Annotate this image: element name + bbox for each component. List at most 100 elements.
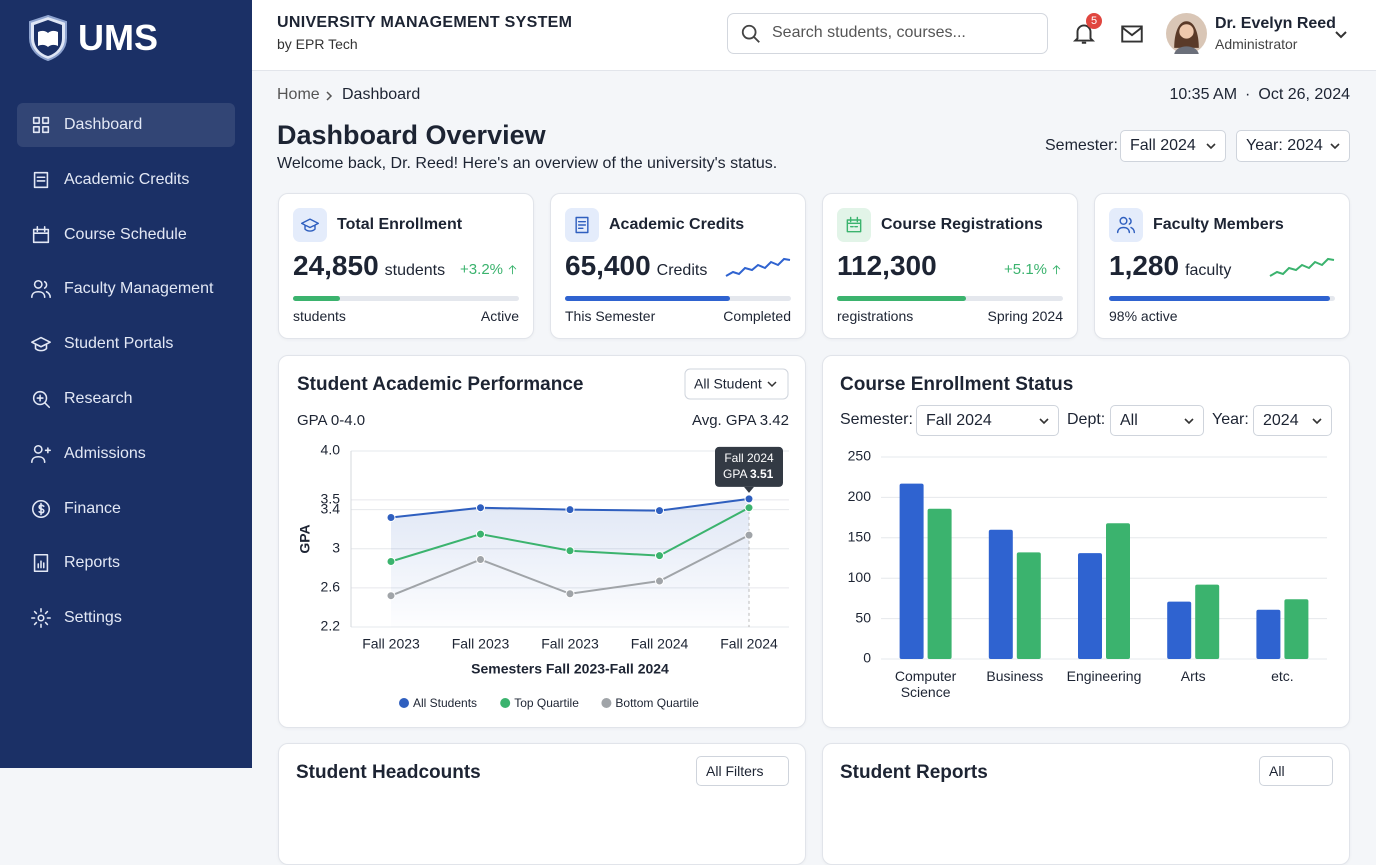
sparkline bbox=[725, 257, 791, 277]
stat-unit: Credits bbox=[656, 262, 708, 279]
data-point bbox=[744, 503, 754, 513]
tooltip-box bbox=[715, 446, 783, 487]
nav-item[interactable]: Academic Credits bbox=[17, 158, 235, 202]
nav-label: Finance bbox=[64, 499, 121, 517]
nav-item[interactable]: Research bbox=[17, 377, 235, 421]
nav-label: Research bbox=[64, 390, 133, 407]
legend-swatch bbox=[399, 698, 409, 708]
chevron-path bbox=[1335, 31, 1347, 39]
stat-card: Faculty Members 1,280 faculty 98% active bbox=[1094, 193, 1350, 339]
stat-title: Academic Credits bbox=[609, 216, 745, 233]
x-tick-label: Fall 2024 bbox=[720, 636, 778, 652]
bell-icon[interactable] bbox=[1071, 20, 1097, 46]
y-tick-label: 3.4 bbox=[321, 500, 341, 516]
icon-path bbox=[300, 218, 320, 232]
filter-select[interactable]: All bbox=[1259, 756, 1333, 786]
nav-item[interactable]: Reports bbox=[17, 541, 235, 585]
nav-label: Academic Credits bbox=[64, 170, 190, 188]
tooltip-label: GPA bbox=[723, 467, 747, 481]
filter-select[interactable]: 2024 bbox=[1253, 405, 1332, 436]
data-point bbox=[744, 494, 754, 504]
nav-icon bbox=[32, 499, 50, 518]
icon-path bbox=[32, 499, 50, 518]
nav-label: Dashboard bbox=[64, 116, 143, 133]
stat-footer-right: Completed bbox=[723, 308, 791, 324]
legend-label: All Students bbox=[413, 696, 477, 710]
x-tick-label: Fall 2023 bbox=[362, 636, 420, 652]
progress-track bbox=[565, 296, 791, 301]
breadcrumb-home[interactable]: Home bbox=[277, 86, 320, 103]
icon-path bbox=[508, 265, 517, 275]
year-select[interactable]: Year: 2024 bbox=[1236, 130, 1350, 162]
data-point bbox=[565, 546, 575, 556]
nav-item[interactable]: Student Portals bbox=[17, 322, 235, 366]
mail-icon[interactable] bbox=[1119, 21, 1145, 47]
y-tick-label: 250 bbox=[848, 448, 872, 464]
nav-item[interactable]: Admissions bbox=[17, 432, 235, 476]
chevron-path bbox=[1206, 143, 1216, 150]
stat-icon bbox=[575, 216, 589, 234]
data-point bbox=[655, 576, 664, 586]
y-tick-label: 3 bbox=[332, 539, 340, 555]
filter-select[interactable] bbox=[684, 368, 789, 400]
x-tick-label: etc. bbox=[1271, 668, 1294, 684]
icon-path bbox=[33, 171, 49, 188]
semester-select[interactable]: Fall 2024 bbox=[1120, 130, 1226, 162]
performance-card: Student Academic Performance All Student G… bbox=[278, 355, 806, 728]
y-tick-label: 50 bbox=[855, 609, 871, 625]
tooltip-title: Fall 2024 bbox=[724, 451, 774, 465]
x-tick-label: Fall 2023 bbox=[452, 636, 510, 652]
stat-footer-left: students bbox=[293, 308, 346, 324]
filter-value: All bbox=[1120, 411, 1138, 429]
filter-select[interactable]: Fall 2024 bbox=[916, 405, 1059, 436]
nav-icon bbox=[31, 336, 51, 352]
stat-value-row: 112,300 bbox=[837, 250, 937, 282]
sep-path bbox=[326, 91, 333, 101]
stat-icon-box bbox=[565, 208, 599, 242]
stat-change-row: +5.1% bbox=[1004, 261, 1063, 278]
nav-item[interactable]: Faculty Management bbox=[17, 267, 235, 311]
nav-item[interactable]: Finance bbox=[17, 487, 235, 531]
nav-item[interactable]: Dashboard bbox=[17, 103, 235, 147]
x-tick-wrap: Computer Science bbox=[895, 668, 956, 700]
enrollment-chart: Course Enrollment Status 0 50 100 150 200 250 C… bbox=[840, 374, 1327, 700]
progress-track bbox=[837, 296, 1063, 301]
filter-select[interactable]: All bbox=[1110, 405, 1204, 436]
semester-label: Semester: bbox=[1045, 137, 1118, 154]
x-tick-label: Business bbox=[986, 668, 1044, 684]
icon-path bbox=[32, 225, 50, 243]
nav-item[interactable]: Settings bbox=[17, 596, 235, 640]
data-point bbox=[476, 529, 485, 539]
nav-item[interactable]: Course Schedule bbox=[17, 213, 235, 257]
stat-title: Faculty Members bbox=[1153, 216, 1284, 233]
progress-fill bbox=[837, 296, 966, 301]
nav-icon bbox=[31, 280, 51, 299]
nav-label: Course Schedule bbox=[64, 225, 187, 243]
stat-footer-right: Spring 2024 bbox=[987, 308, 1063, 324]
legend-label: Top Quartile bbox=[514, 696, 579, 710]
search-box[interactable]: Search students, courses... bbox=[727, 13, 1048, 54]
user-role: Administrator bbox=[1215, 36, 1298, 52]
stat-icon-box bbox=[1109, 208, 1143, 242]
chart-subtitle: GPA 0-4.0 bbox=[297, 412, 365, 429]
filter-select[interactable]: All Filters bbox=[696, 756, 789, 786]
icon-path bbox=[846, 216, 862, 233]
y-tick-label: 0 bbox=[863, 650, 871, 666]
icon-path bbox=[32, 116, 50, 134]
bottom-card: Student Reports All bbox=[822, 743, 1350, 865]
user-menu-chevron[interactable] bbox=[1334, 27, 1348, 41]
stat-value-row: 1,280 faculty bbox=[1109, 250, 1231, 282]
nav-icon bbox=[33, 554, 49, 573]
page-subtitle: Welcome back, Dr. Reed! Here's an overvi… bbox=[277, 155, 778, 172]
stat-icon bbox=[300, 218, 320, 232]
filter-chevron bbox=[767, 381, 777, 388]
data-point bbox=[476, 555, 485, 565]
bar bbox=[1106, 523, 1130, 659]
legend-swatch bbox=[500, 698, 511, 708]
avatar[interactable] bbox=[1166, 13, 1207, 54]
bar bbox=[988, 529, 1013, 659]
card-title: Student Reports bbox=[840, 762, 988, 783]
bar bbox=[1078, 553, 1102, 659]
app-title: UNIVERSITY MANAGEMENT SYSTEM bbox=[277, 14, 573, 31]
progress-track bbox=[1109, 296, 1335, 301]
